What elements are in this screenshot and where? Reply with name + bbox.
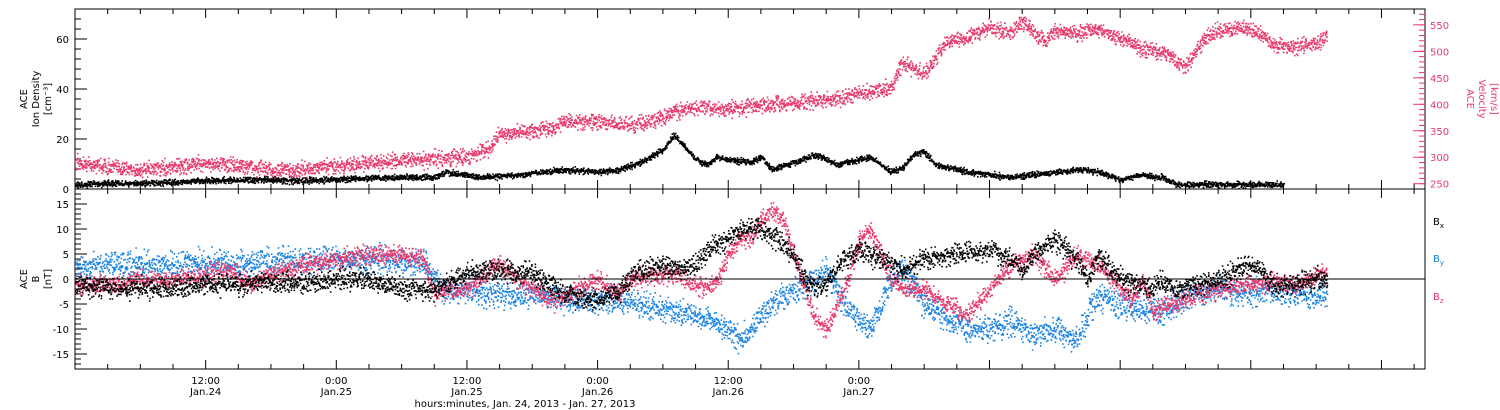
x-tick-label-time: 12:00 — [453, 376, 482, 387]
y-tick-label: 300 — [1430, 153, 1449, 164]
bottom-ylabel-line2: B — [31, 275, 42, 282]
bottom-ylabel-line1: ACE — [19, 269, 30, 289]
bottom-ylabel-line3: [nT] — [43, 269, 54, 289]
y-tick-label: -15 — [53, 350, 69, 361]
x-tick-label-date: Jan.25 — [320, 387, 352, 398]
top-ylabel-line3: [cm⁻³] — [43, 83, 54, 115]
y-tick-label: 40 — [56, 85, 69, 96]
x-axis-title: hours:minutes, Jan. 24, 2013 - Jan. 27, … — [415, 399, 636, 410]
x-tick-label-date: Jan.27 — [842, 387, 874, 398]
y-tick-label: 550 — [1430, 21, 1449, 32]
y-tick-label: 0 — [63, 275, 69, 286]
top-ylabel-line2: Ion Density — [31, 71, 42, 128]
top-panel-points — [74, 16, 1328, 190]
bottom-panel-points — [74, 201, 1329, 355]
y-tick-label: 15 — [56, 200, 69, 211]
y-tick-label: 500 — [1430, 47, 1449, 58]
y-tick-label: 5 — [63, 250, 69, 261]
y-tick-label: 10 — [56, 225, 69, 236]
x-tick-label-date: Jan.26 — [581, 387, 613, 398]
top-ylabel-line1: ACE — [19, 89, 30, 109]
top-y2label-line3: [km/s] — [1488, 83, 1499, 115]
y-tick-label: 0 — [63, 185, 69, 196]
x-tick-label-date: Jan.25 — [450, 387, 482, 398]
x-tick-label-time: 0:00 — [325, 376, 347, 387]
x-tick-label-time: 12:00 — [714, 376, 743, 387]
legend-bx: Bx — [1433, 217, 1444, 230]
y-tick-label: 350 — [1430, 127, 1449, 138]
x-tick-label-time: 0:00 — [848, 376, 870, 387]
x-tick-label-date: Jan.26 — [712, 387, 744, 398]
y-tick-label: 250 — [1430, 180, 1449, 191]
x-tick-label-date: Jan.24 — [189, 387, 221, 398]
top-y2label-line1: ACE — [1464, 89, 1475, 109]
x-tick-label-time: 0:00 — [586, 376, 608, 387]
ion-density-points — [74, 132, 1286, 190]
y-tick-label: -10 — [53, 325, 69, 336]
y-tick-label: 400 — [1430, 100, 1449, 111]
bx-points — [74, 217, 1329, 311]
y-tick-label: 20 — [56, 135, 69, 146]
top-y2label-line2: Velocity — [1476, 79, 1487, 118]
x-tick-label-time: 12:00 — [191, 376, 220, 387]
by-points — [75, 241, 1329, 355]
y-tick-label: -5 — [59, 300, 69, 311]
y-tick-label: 450 — [1430, 74, 1449, 85]
legend-bz: Bz — [1433, 292, 1444, 305]
legend-by: By — [1433, 254, 1444, 267]
y-tick-label: 60 — [56, 35, 69, 46]
velocity-points — [74, 16, 1328, 180]
